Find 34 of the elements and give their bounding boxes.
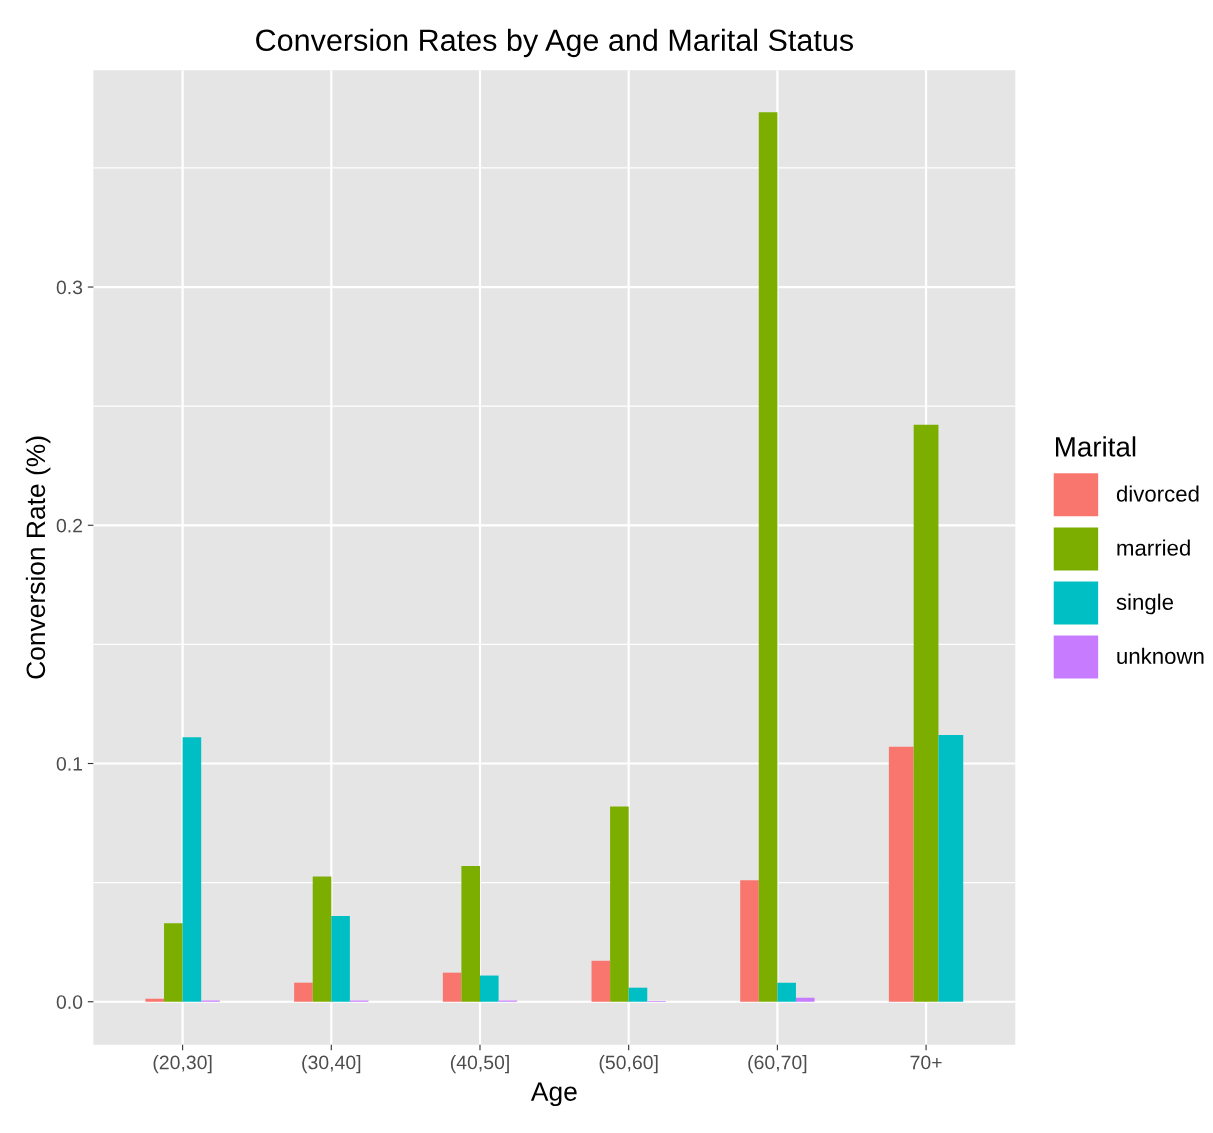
chart-title: Conversion Rates by Age and Marital Status: [256, 28, 854, 58]
legend-label: single: [1116, 593, 1174, 615]
bar: [442, 972, 462, 1002]
bar: [795, 997, 815, 1002]
x-tick-label: (30,40]: [302, 1055, 361, 1074]
y-axis-title: Conversion Rate (%): [25, 436, 51, 679]
bar: [312, 876, 332, 1002]
legend-title: Marital: [1056, 436, 1136, 457]
bar: [294, 982, 313, 1002]
bar: [480, 975, 499, 1002]
x-tick-label: (50,60]: [599, 1055, 658, 1074]
bar: [182, 737, 202, 1002]
bar: [610, 806, 629, 1002]
x-tick-label: 70+: [910, 1055, 942, 1070]
x-tick-label: (40,50]: [450, 1055, 509, 1074]
y-tick-label: 0.3: [56, 280, 83, 295]
bar: [461, 865, 480, 1002]
bar: [740, 880, 759, 1002]
x-tick-label: (60,70]: [748, 1055, 807, 1074]
bar: [758, 112, 778, 1002]
legend-label: divorced: [1116, 485, 1199, 502]
bar: [164, 923, 183, 1002]
y-tick-label: 0.1: [56, 756, 83, 771]
legend-label: unknown: [1117, 647, 1204, 665]
bar: [331, 915, 350, 1002]
bar: [591, 960, 611, 1002]
bar: [628, 987, 648, 1002]
bar: [145, 998, 165, 1002]
x-axis-title: Age: [530, 1082, 577, 1107]
bar: [777, 982, 796, 1002]
y-tick-label: 0.0: [56, 995, 83, 1009]
legend-label: married: [1117, 539, 1190, 556]
y-tick-label: 0.2: [56, 518, 83, 533]
x-tick-label: (20,30]: [153, 1055, 212, 1074]
